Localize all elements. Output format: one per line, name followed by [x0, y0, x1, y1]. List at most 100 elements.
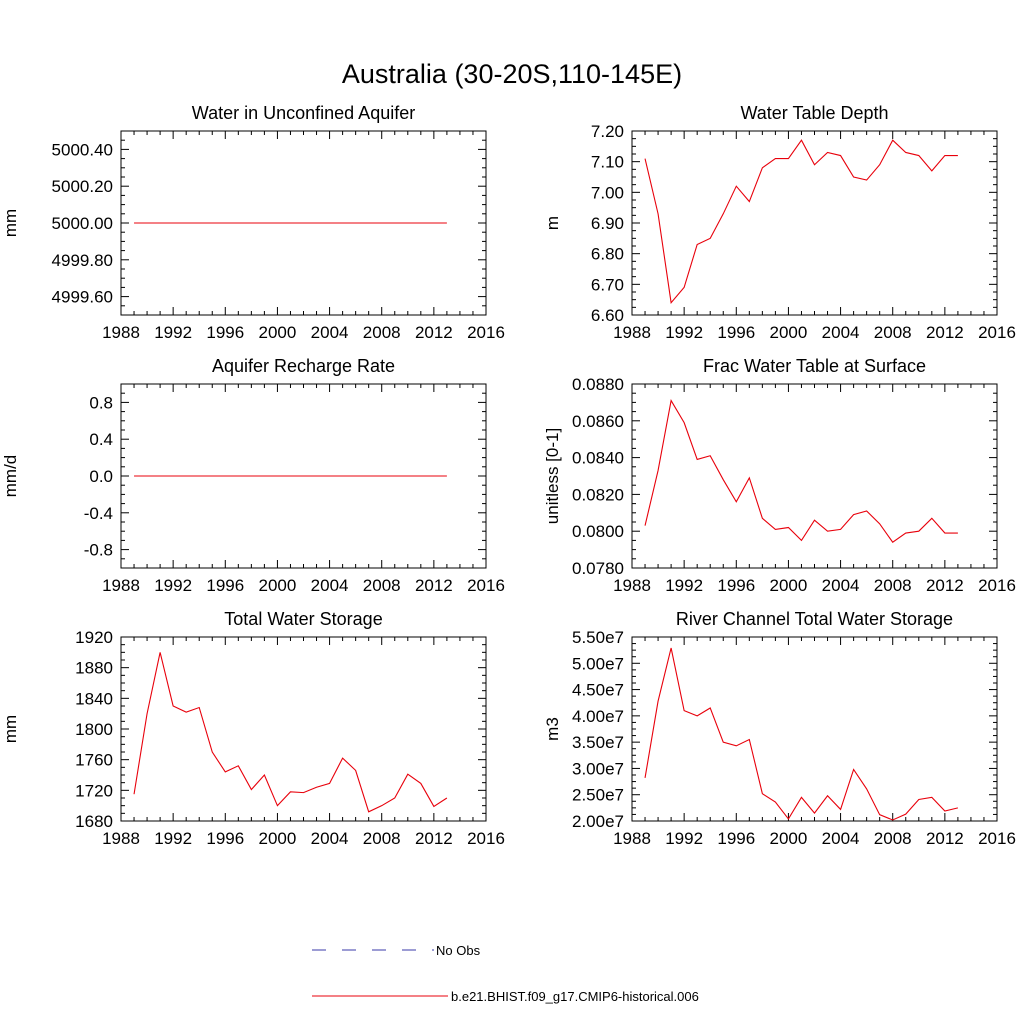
- y-tick-label: 0.0: [89, 467, 113, 486]
- x-tick-label: 1996: [717, 323, 755, 342]
- y-tick-label: 5000.40: [52, 140, 113, 159]
- series-line-1: [644, 647, 959, 821]
- y-tick-label: 1800: [75, 720, 113, 739]
- x-tick-label: 2016: [978, 323, 1016, 342]
- x-tick-label: 1992: [154, 576, 192, 595]
- x-tick-label: 2012: [926, 576, 964, 595]
- y-tick-label: 0.4: [89, 430, 113, 449]
- x-tick-label: 1992: [154, 829, 192, 848]
- series-line-1: [133, 652, 448, 813]
- x-tick-label: 2004: [822, 829, 860, 848]
- x-tick-label: 2004: [311, 829, 349, 848]
- panel-title: Water in Unconfined Aquifer: [192, 103, 415, 123]
- y-tick-label: 1760: [75, 751, 113, 770]
- legend-label-no-obs: No Obs: [436, 943, 481, 958]
- x-tick-label: 1988: [102, 576, 140, 595]
- x-tick-label: 2012: [926, 829, 964, 848]
- panels: Water in Unconfined Aquifer mm 1988 1992 199…: [1, 103, 1016, 848]
- chart-panel-6: River Channel Total Water Storage m3 1988 1…: [543, 609, 1016, 848]
- legend: No Obs b.e21.BHIST.f09_g17.CMIP6-histori…: [312, 943, 699, 1004]
- x-tick-label: 1996: [206, 323, 244, 342]
- plot-frame: [120, 636, 487, 822]
- y-axis-label: m3: [543, 717, 562, 741]
- chart-panel-3: Aquifer Recharge Rate mm/d 1988 1992 1996 200…: [1, 356, 505, 595]
- x-tick-label: 1988: [613, 323, 651, 342]
- y-tick-label: 5.00e7: [572, 654, 624, 673]
- x-tick-label: 2000: [259, 576, 297, 595]
- y-tick-label: 3.00e7: [572, 759, 624, 778]
- panel-title: River Channel Total Water Storage: [676, 609, 953, 629]
- y-tick-label: 3.50e7: [572, 733, 624, 752]
- x-tick-label: 1992: [665, 576, 703, 595]
- x-tick-label: 2008: [363, 829, 401, 848]
- panel-title: Aquifer Recharge Rate: [212, 356, 395, 376]
- y-tick-label: 2.50e7: [572, 786, 624, 805]
- x-tick-label: 2012: [415, 829, 453, 848]
- y-tick-label: 1920: [75, 628, 113, 647]
- y-axis-label: mm: [1, 715, 20, 743]
- chart-panel-5: Total Water Storage mm 1988 1992 1996 2000 200…: [1, 609, 505, 848]
- y-axis-label: mm/d: [1, 455, 20, 498]
- x-tick-label: 2004: [311, 576, 349, 595]
- x-tick-label: 1996: [206, 829, 244, 848]
- y-tick-label: 1680: [75, 812, 113, 831]
- x-tick-label: 2012: [926, 323, 964, 342]
- x-tick-label: 2004: [822, 323, 860, 342]
- x-tick-label: 1996: [206, 576, 244, 595]
- y-tick-label: 1720: [75, 781, 113, 800]
- y-tick-label: 1880: [75, 659, 113, 678]
- x-tick-label: 2016: [978, 829, 1016, 848]
- y-tick-label: 7.00: [591, 183, 624, 202]
- panel-title: Frac Water Table at Surface: [703, 356, 926, 376]
- plot-frame: [631, 636, 998, 822]
- x-tick-label: 2016: [467, 576, 505, 595]
- y-tick-label: 2.00e7: [572, 812, 624, 831]
- chart-panel-1: Water in Unconfined Aquifer mm 1988 1992 199…: [1, 103, 505, 342]
- plot-frame: [631, 383, 998, 569]
- y-tick-label: 6.90: [591, 214, 624, 233]
- y-tick-label: -0.4: [84, 504, 113, 523]
- y-tick-label: 6.60: [591, 306, 624, 325]
- x-tick-label: 2016: [467, 829, 505, 848]
- chart-panel-2: Water Table Depth m 1988 1992 1996 2000 2004 20…: [543, 103, 1016, 342]
- x-tick-label: 1988: [102, 323, 140, 342]
- y-tick-label: 1840: [75, 689, 113, 708]
- x-tick-label: 1988: [613, 829, 651, 848]
- y-tick-label: 0.0780: [572, 559, 624, 578]
- x-tick-label: 2000: [770, 323, 808, 342]
- y-tick-label: 0.0840: [572, 449, 624, 468]
- y-tick-label: 0.0860: [572, 412, 624, 431]
- chart-panel-4: Frac Water Table at Surface unitless [0-1…: [543, 356, 1016, 595]
- x-tick-label: 1992: [665, 323, 703, 342]
- figure-title: Australia (30-20S,110-145E): [342, 59, 682, 89]
- x-tick-label: 2008: [874, 323, 912, 342]
- x-tick-label: 2000: [770, 576, 808, 595]
- x-tick-label: 1988: [613, 576, 651, 595]
- x-tick-label: 1996: [717, 576, 755, 595]
- y-tick-label: 6.70: [591, 275, 624, 294]
- y-tick-label: 4.00e7: [572, 707, 624, 726]
- y-axis-label: mm: [1, 209, 20, 237]
- x-tick-label: 2000: [259, 323, 297, 342]
- y-tick-label: 0.0880: [572, 375, 624, 394]
- x-tick-label: 2008: [363, 323, 401, 342]
- y-tick-label: 7.10: [591, 153, 624, 172]
- x-tick-label: 2008: [363, 576, 401, 595]
- x-tick-label: 2016: [467, 323, 505, 342]
- x-tick-label: 1992: [665, 829, 703, 848]
- y-axis-label: m: [543, 216, 562, 230]
- x-tick-label: 1996: [717, 829, 755, 848]
- x-tick-label: 2004: [311, 323, 349, 342]
- x-tick-label: 2008: [874, 576, 912, 595]
- panel-title: Total Water Storage: [224, 609, 382, 629]
- x-tick-label: 2008: [874, 829, 912, 848]
- x-tick-label: 1992: [154, 323, 192, 342]
- y-tick-label: 0.0820: [572, 485, 624, 504]
- x-tick-label: 2012: [415, 576, 453, 595]
- y-tick-label: 0.0800: [572, 522, 624, 541]
- y-tick-label: 5000.00: [52, 214, 113, 233]
- x-tick-label: 2012: [415, 323, 453, 342]
- x-tick-label: 2000: [770, 829, 808, 848]
- y-tick-label: 5.50e7: [572, 628, 624, 647]
